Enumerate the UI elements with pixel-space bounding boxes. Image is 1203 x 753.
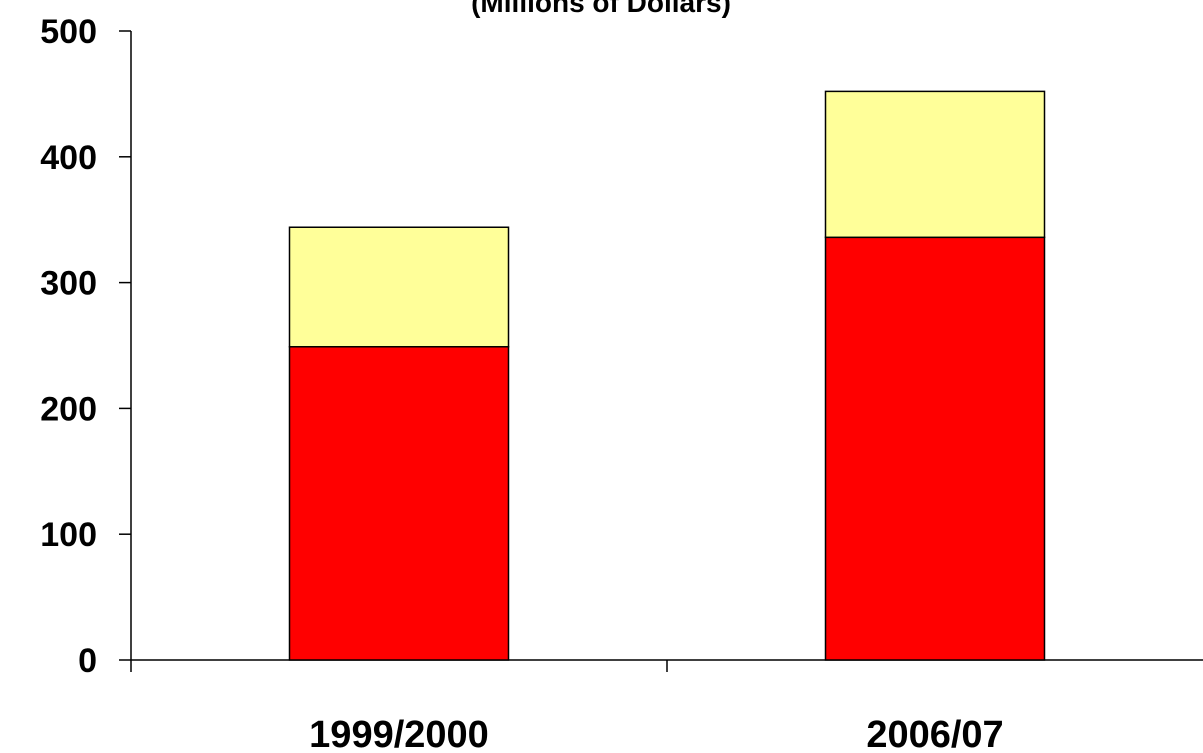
tick-labels: 0 100 200 300 400 500 1999/2000 2006/07 [40,13,1003,753]
bars [288,90,1046,661]
y-tick-label: 200 [40,390,97,428]
x-tick-label: 2006/07 [866,714,1003,753]
y-tick-label: 300 [40,265,97,303]
bar-segment-series-2 [824,90,1046,239]
y-tick-label: 100 [40,516,97,554]
chart-title: (Millions of Dollars) [471,0,731,18]
y-tick-label: 0 [78,642,97,680]
y-tick-label: 500 [40,13,97,51]
bar-segment-series-2 [288,226,510,348]
x-tick-label: 1999/2000 [309,714,489,753]
bar-segment-series-1 [288,346,510,661]
bar-segment-series-1 [824,236,1046,661]
y-tick-label: 400 [40,139,97,177]
